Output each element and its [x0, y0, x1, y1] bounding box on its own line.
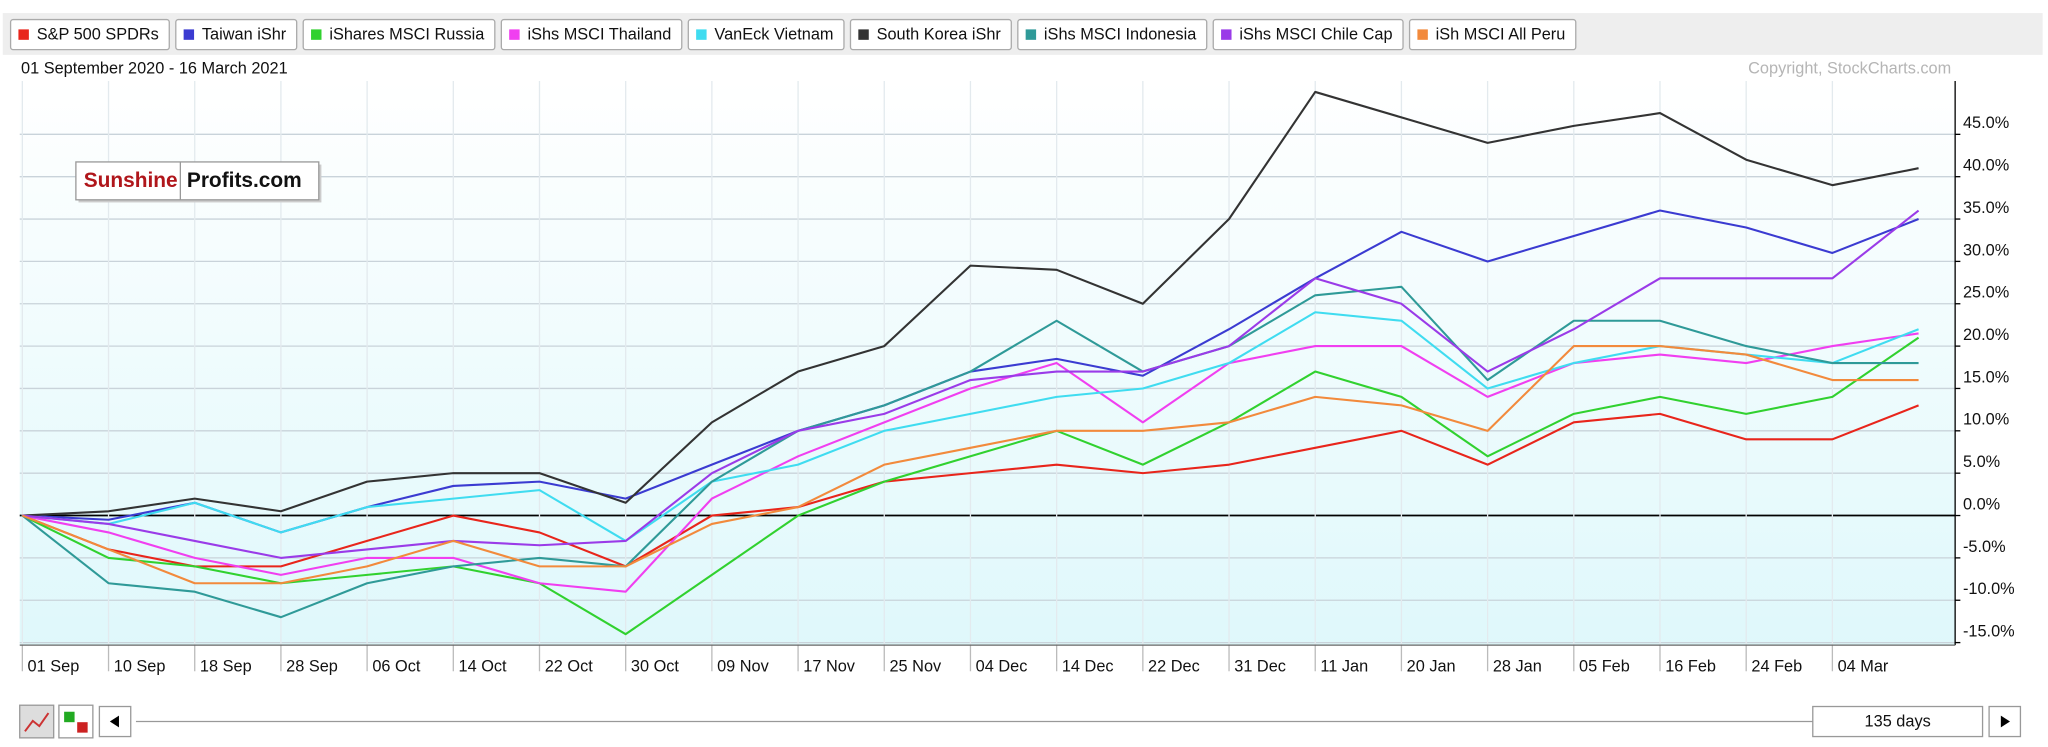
legend-button[interactable] [1408, 18, 1577, 51]
x-tick-label: 09 Nov [717, 658, 770, 676]
legend-swatch [18, 29, 29, 40]
legend-item[interactable]: iSh MSCI All Peru [1408, 18, 1577, 51]
controls: 135 days [19, 704, 2022, 739]
legend-button[interactable] [9, 18, 170, 51]
legend-item[interactable]: iShs MSCI Thailand [500, 18, 683, 51]
y-tick-label: 45.0% [1963, 114, 2009, 132]
y-tick-label: 25.0% [1963, 284, 2009, 302]
legend-item[interactable]: VanEck Vietnam [687, 18, 845, 51]
legend-button[interactable] [1017, 18, 1208, 51]
logo: Sunshine Profits.com [75, 161, 322, 203]
arrow-glyph [109, 715, 119, 728]
x-tick-label: 24 Feb [1751, 658, 1802, 676]
legend-button[interactable] [849, 18, 1012, 51]
x-tick-label: 20 Jan [1407, 658, 1456, 676]
legend-label: South Korea iShr [877, 26, 1002, 44]
x-tick-label: 16 Feb [1665, 658, 1716, 676]
series-line [22, 332, 1919, 593]
date-range: 01 September 2020 - 16 March 2021 [21, 60, 288, 78]
legend-swatch [509, 29, 520, 40]
copyright: Copyright, StockCharts.com [1748, 60, 1951, 78]
legend-item[interactable]: iShs MSCI Indonesia [1017, 18, 1208, 51]
series-line [21, 285, 1919, 619]
arrow-glyph [2000, 715, 2010, 728]
legend-button[interactable] [1212, 18, 1404, 51]
legend-label: iShs MSCI Thailand [527, 26, 671, 44]
x-tick-label: 28 Jan [1493, 658, 1542, 676]
range-label: 135 days [1865, 712, 1931, 730]
icon-glyph [24, 712, 50, 732]
x-tick-label: 10 Sep [114, 658, 166, 676]
x-tick-label: 05 Feb [1579, 658, 1630, 676]
legend-button[interactable] [302, 18, 496, 51]
y-tick-label: 35.0% [1963, 199, 2009, 217]
lines [21, 90, 1920, 636]
legend-label: iShs MSCI Indonesia [1044, 26, 1197, 44]
legend-swatch [1221, 29, 1232, 40]
icon-glyph [77, 722, 88, 733]
x-tick-label: 22 Dec [1148, 658, 1200, 676]
logo-text: Sunshine [84, 169, 178, 192]
y-tick-label: 40.0% [1963, 157, 2009, 175]
x-tick-label: 25 Nov [889, 658, 942, 676]
series-line [21, 345, 1919, 585]
legend-item[interactable]: iShares MSCI Russia [302, 18, 496, 51]
x-tick-label: 28 Sep [286, 658, 338, 676]
x-tick-label: 11 Jan [1320, 658, 1368, 676]
y-tick-label: -10.0% [1963, 580, 2015, 598]
legend-label: iShares MSCI Russia [329, 26, 485, 44]
y-tick-label: 20.0% [1963, 326, 2009, 344]
x-tick-label: 18 Sep [200, 658, 252, 676]
x-tick-label: 06 Oct [372, 658, 421, 676]
series-line [22, 90, 1919, 517]
y-tick-label: 5.0% [1963, 453, 2000, 471]
legend-swatch [1025, 29, 1037, 40]
series-line [22, 311, 1919, 542]
x-tick-label: 22 Oct [545, 658, 594, 676]
legend-label: VanEck Vietnam [714, 26, 833, 44]
y-tick-label: -15.0% [1963, 622, 2015, 640]
legend-swatch [696, 29, 707, 40]
legend-label: iShs MSCI Chile Cap [1239, 26, 1392, 44]
x-tick-label: 31 Dec [1234, 658, 1286, 676]
legend: S&P 500 SPDRs Taiwan iShr iShares MSCI Rus… [9, 18, 1577, 51]
x-tick-label: 17 Nov [803, 658, 856, 676]
legend-button[interactable] [687, 18, 845, 51]
x-tick-label: 01 Sep [28, 658, 80, 676]
legend-swatch [858, 29, 869, 40]
legend-item[interactable]: Taiwan iShr [175, 18, 298, 51]
legend-swatch [311, 29, 322, 40]
y-tick-label: 10.0% [1963, 411, 2009, 429]
legend-swatch [183, 29, 195, 40]
legend-button[interactable] [175, 18, 298, 51]
y-tick-label: 0.0% [1963, 495, 2000, 513]
legend-label: iSh MSCI All Peru [1436, 26, 1566, 44]
x-tick-label: 30 Oct [631, 658, 680, 676]
candle-icon[interactable] [58, 704, 94, 739]
x-tick-label: 14 Oct [459, 658, 508, 676]
legend-swatch [1417, 29, 1428, 40]
logo-text: Profits.com [187, 169, 302, 192]
legend-item[interactable]: S&P 500 SPDRs [9, 18, 170, 51]
slider-thumb[interactable] [1812, 705, 1984, 738]
x-tick-label: 04 Mar [1838, 658, 1889, 676]
x-tick-label: 14 Dec [1062, 658, 1114, 676]
legend-label: Taiwan iShr [202, 26, 287, 44]
logo-box [75, 161, 320, 201]
y-tick-label: 15.0% [1963, 368, 2009, 386]
y-tick-label: -5.0% [1963, 538, 2006, 556]
legend-button[interactable] [500, 18, 683, 51]
legend-label: S&P 500 SPDRs [37, 26, 159, 44]
series-line [21, 336, 1920, 636]
legend-item[interactable]: South Korea iShr [849, 18, 1012, 51]
y-tick-label: 30.0% [1963, 241, 2009, 259]
series-line [21, 404, 1919, 568]
icon-glyph [64, 711, 75, 723]
series-line [22, 209, 1920, 559]
chart-icon[interactable] [19, 704, 55, 739]
x-tick-label: 04 Dec [976, 658, 1028, 676]
legend-item[interactable]: iShs MSCI Chile Cap [1212, 18, 1404, 51]
